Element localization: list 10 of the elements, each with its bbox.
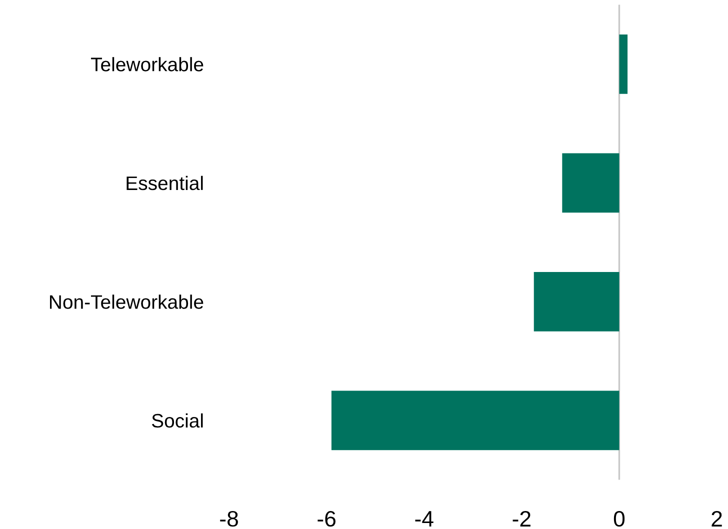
- x-tick-label: -6: [318, 510, 336, 527]
- x-tick-label: -2: [512, 510, 530, 526]
- x-tick-label: 2: [712, 510, 722, 526]
- x-tick-label: -4: [415, 511, 434, 526]
- x-tick-label: -8: [220, 510, 238, 527]
- y-tick-label: Essential: [126, 176, 203, 190]
- y-tick-label: Social: [152, 413, 203, 428]
- y-tick-label: Teleworkable: [90, 57, 204, 72]
- x-tick-label: 0: [614, 510, 625, 527]
- y-tick-label: Non-Teleworkable: [50, 294, 204, 309]
